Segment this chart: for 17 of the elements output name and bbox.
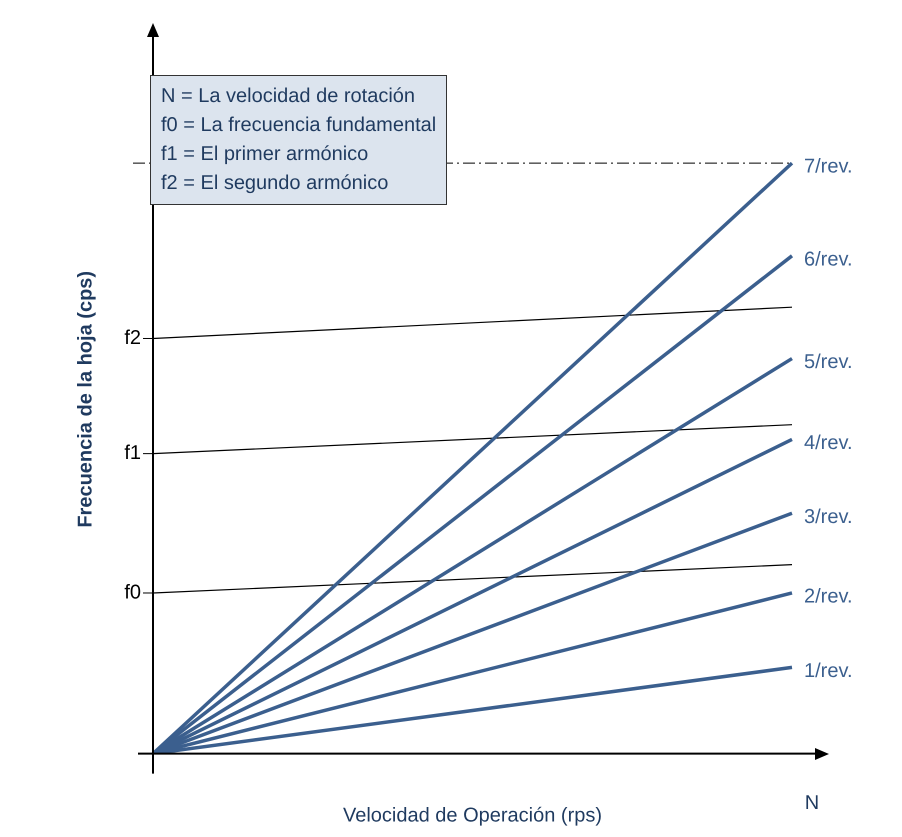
y-axis-title: Frecuencia de la hoja (cps) [74,270,97,528]
annotation: f2 = El segundo armónico [161,171,390,196]
series-label: 1/rev. [804,660,853,682]
series-label: 3/rev. [804,506,853,528]
text: N [804,792,820,814]
series-label: 7/rev. [804,156,853,178]
legend-label: f2 [124,326,141,349]
x-axis-title: Velocidad de Operación (rps) [342,804,602,827]
text: N = La velocidad de rotación [161,84,416,109]
series-label: 5/rev. [804,351,853,374]
legend-label: f1 [124,442,141,464]
series-label: 6/rev. [804,248,853,270]
series-label: 4/rev. [804,432,853,454]
text: f0 = La frecuencia fundamental [161,113,436,138]
annotation: f1 = El primer armónico [161,142,370,167]
series-label: 2/rev. [804,586,853,608]
legend-label: f0 [124,582,141,604]
